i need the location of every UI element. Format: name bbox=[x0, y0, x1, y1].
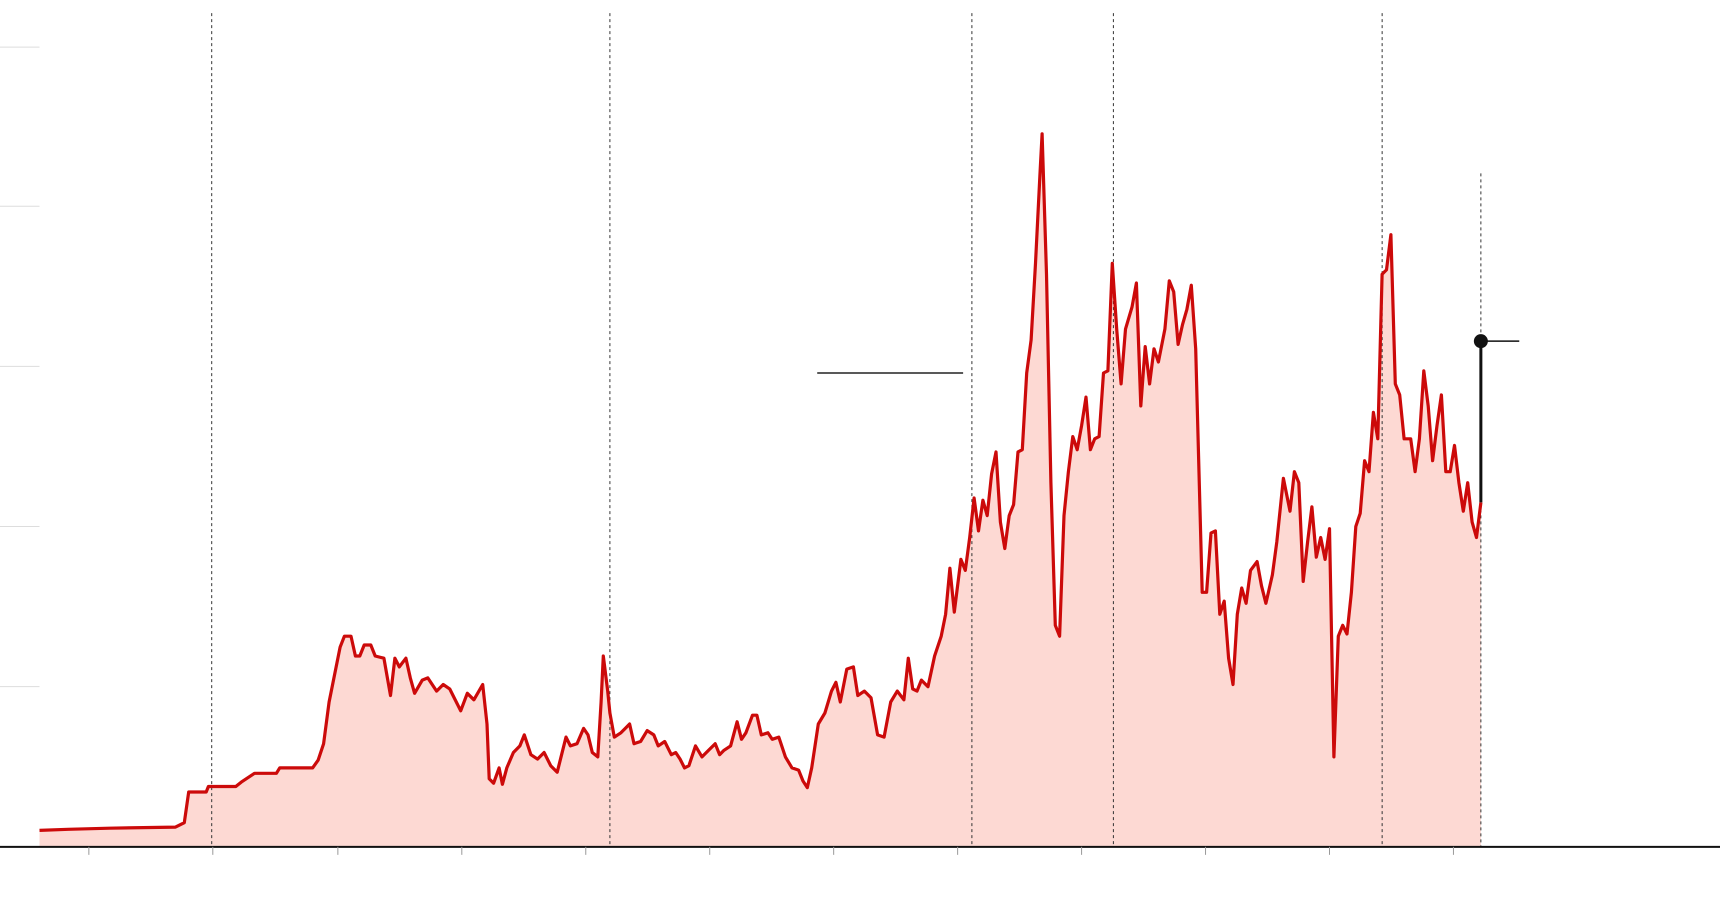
area-fill bbox=[39, 133, 1481, 847]
area-line bbox=[39, 132, 1483, 832]
current-dot bbox=[1473, 334, 1488, 349]
